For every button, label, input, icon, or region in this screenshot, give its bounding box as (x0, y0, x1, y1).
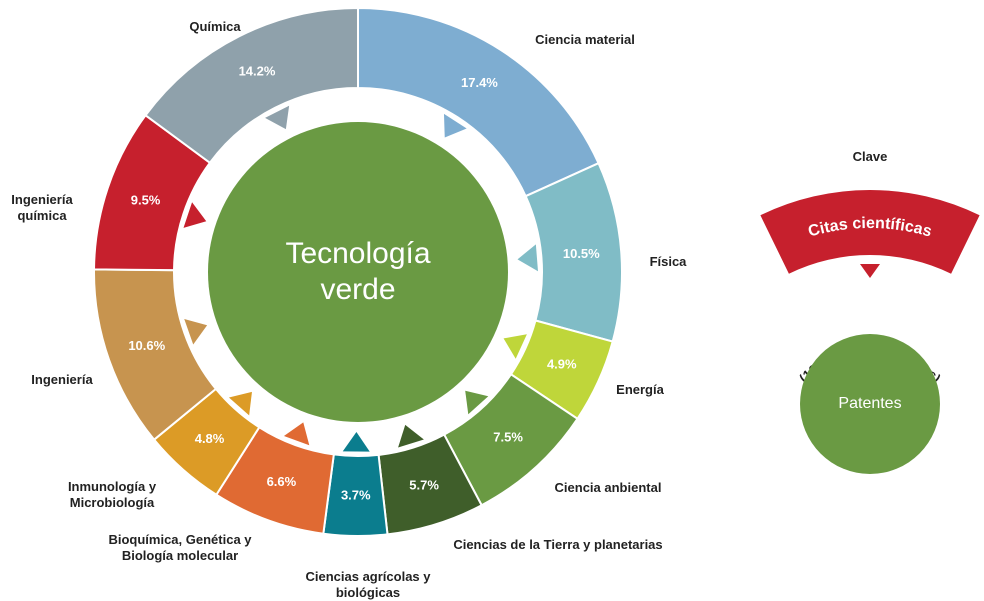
value-label: 14.2% (239, 63, 276, 78)
category-label: Física (649, 254, 687, 269)
value-label: 9.5% (131, 192, 161, 207)
legend-circle-label: Patentes (838, 395, 901, 412)
value-label: 10.6% (128, 338, 165, 353)
value-label: 5.7% (409, 477, 439, 492)
legend-title: Clave (852, 149, 888, 164)
arrow (265, 105, 290, 130)
value-label: 6.6% (267, 474, 297, 489)
arrow (517, 244, 538, 272)
category-label: Química (189, 19, 241, 34)
center-circle (208, 122, 508, 422)
category-label: Ingeniería (31, 372, 93, 387)
arrow (184, 319, 208, 345)
value-label: 4.9% (547, 356, 577, 371)
segment (144, 6, 359, 165)
category-label: Ciencia anbiental (554, 480, 662, 495)
category-label: Ingeniería química (11, 192, 73, 223)
arrow (183, 202, 207, 228)
legend-circle (800, 334, 940, 474)
value-label: 17.4% (461, 75, 498, 90)
category-label: Bioquímica, Genética y Biología molecula… (108, 532, 252, 563)
arrow (503, 334, 527, 359)
value-label: 7.5% (493, 430, 523, 445)
arrow (465, 390, 489, 415)
value-label: 4.8% (195, 431, 225, 446)
arrow (283, 422, 310, 446)
category-label: Inmunología y Microbiología (67, 479, 157, 510)
arrow (342, 431, 370, 452)
legend-banner (760, 190, 980, 274)
category-label: Ciencia material (535, 32, 635, 47)
arrow (398, 424, 424, 448)
arrow (443, 113, 467, 138)
category-label: Ciencias agrícolas y biológicas (305, 569, 431, 600)
category-label: Ciencias de la Tierra y planetarias (453, 537, 663, 552)
arrow (228, 391, 252, 416)
value-label: 3.7% (341, 487, 371, 502)
category-label: Energía (616, 382, 664, 397)
value-label: 10.5% (563, 246, 600, 261)
center-label: Tecnología verde (285, 237, 431, 306)
legend-arrow (860, 264, 880, 278)
